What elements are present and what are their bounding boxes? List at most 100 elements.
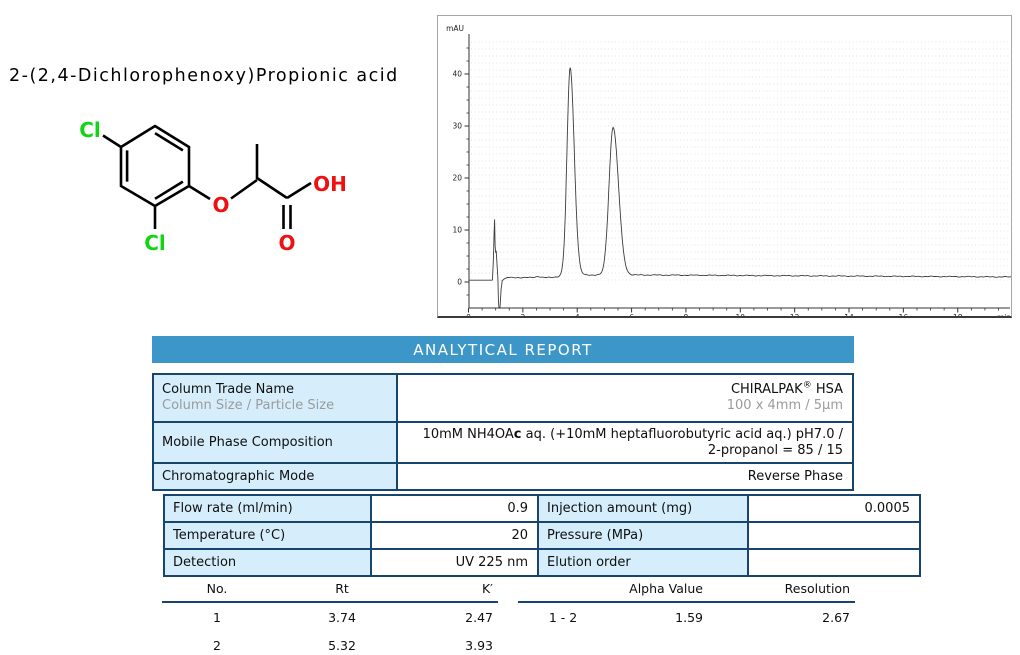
column-size-value: 100 x 4mm / 5µm (726, 398, 843, 413)
table-row: Chromatographic Mode Reverse Phase (152, 462, 854, 491)
carbonyl-oxygen-label: O (278, 231, 295, 255)
analytical-report-header: ANALYTICAL REPORT (152, 336, 854, 363)
table-row: Mobile Phase Composition 10mM NH4OAc aq.… (152, 421, 854, 464)
x-axis-unit-label: min (997, 313, 1011, 316)
mobile-phase-value-cell: 10mM NH4OAc aq. (+10mM heptafluorobutyri… (396, 421, 854, 464)
column-trade-name-label: Column Trade Name (162, 382, 294, 397)
x-tick-label: 4 (575, 313, 580, 316)
temperature-label: Temperature (°C) (163, 521, 372, 550)
table-row: 1 - 2 1.59 2.67 (518, 602, 855, 631)
table-row: Detection UV 225 nm Elution order (163, 548, 921, 577)
x-tick-label: 2 (520, 313, 525, 316)
flow-rate-value: 0.9 (370, 494, 539, 523)
x-tick-label: 0 (466, 313, 471, 316)
chromatogram-trace (468, 67, 1011, 308)
peak2-rt: 5.32 (328, 638, 356, 653)
table-row: 2 5.32 3.93 (162, 631, 498, 655)
x-tick-label: 18 (953, 313, 963, 316)
mobile-phase-value: 10mM NH4OAc aq. (+10mM heptafluorobutyri… (423, 427, 843, 458)
mobile-phase-part1: 10mM NH4OA (422, 426, 514, 442)
detection-value: UV 225 nm (370, 548, 539, 577)
peak-results-table: No. Rt K′ 1 3.74 2.47 2 5.32 3.93 (162, 581, 498, 655)
mobile-phase-part3: aq. (+10mM heptafluorobutyric acid aq.) … (521, 426, 843, 458)
table-header-row: No. Rt K′ (162, 581, 498, 603)
chlorine-label-bottom: Cl (144, 231, 166, 255)
column-trade-name-label-cell: Column Trade Name Column Size / Particle… (152, 373, 398, 423)
pair-label: 1 - 2 (548, 610, 578, 625)
peak2-k: 3.93 (465, 638, 493, 653)
y-tick-label: 0 (457, 278, 462, 287)
chromatogram-plot: 0 10 20 30 40 mAU 0 2 4 6 8 10 12 14 16 18 min (446, 24, 1011, 316)
peak1-k: 2.47 (465, 610, 493, 625)
chromatogram-panel: 0 10 20 30 40 mAU 0 2 4 6 8 10 12 14 16 18 min (437, 15, 1012, 318)
bond-c-to-oh (286, 181, 312, 200)
x-tick-label: 10 (736, 313, 746, 316)
y-axis-unit-label: mAU (446, 24, 464, 33)
ether-oxygen-label: O (212, 193, 229, 217)
mobile-phase-part2: c (513, 426, 522, 442)
chlorine-label-top: Cl (79, 118, 101, 142)
table-row: Temperature (°C) 20 Pressure (MPa) (163, 521, 921, 550)
x-tick-label: 16 (899, 313, 909, 316)
compound-title: 2-(2,4-Dichlorophenoxy)Propionic acid (9, 66, 399, 86)
column-trade-name-value-cell: CHIRALPAK® HSA 100 x 4mm / 5µm (396, 373, 854, 423)
injection-amount-value: 0.0005 (747, 494, 921, 523)
elution-order-label: Elution order (537, 548, 749, 577)
x-tick-label: 12 (790, 313, 800, 316)
molecule-structure: Cl Cl O OH O (79, 118, 347, 255)
alpha-value: 1.59 (675, 610, 703, 625)
registered-mark: ® (802, 380, 812, 391)
y-tick-label: 20 (452, 174, 462, 183)
y-tick-label: 40 (452, 70, 462, 79)
x-tick-label: 6 (629, 313, 634, 316)
peak2-no: 2 (213, 638, 221, 653)
benzene-ring (119, 124, 191, 208)
brand-suffix: HSA (811, 382, 843, 397)
rt-header: Rt (272, 581, 412, 603)
bond-ring-to-o (188, 184, 211, 201)
pressure-label: Pressure (MPa) (537, 521, 749, 550)
chromatographic-mode-label-cell: Chromatographic Mode (152, 462, 398, 491)
chromatographic-mode-label: Chromatographic Mode (162, 468, 315, 484)
separation-results-table: Alpha Value Resolution 1 - 2 1.59 2.67 (518, 581, 855, 631)
hydroxyl-label: OH (313, 172, 347, 196)
bond-ch-to-cooh (256, 176, 288, 200)
resolution-header: Resolution (708, 581, 855, 603)
table-row: Column Trade Name Column Size / Particle… (152, 373, 854, 423)
column-trade-name-value: CHIRALPAK® HSA (406, 380, 843, 398)
x-tick-label: 8 (684, 313, 689, 316)
temperature-value: 20 (370, 521, 539, 550)
resolution-value: 2.67 (822, 610, 850, 625)
bond-cl-top (102, 134, 122, 149)
bond-carbonyl-double (282, 205, 292, 229)
benzene-double-bonds (125, 132, 184, 200)
table-row: Flow rate (ml/min) 0.9 Injection amount … (163, 494, 921, 523)
table-row: 1 3.74 2.47 (162, 602, 498, 631)
conditions-table: Flow rate (ml/min) 0.9 Injection amount … (163, 494, 921, 577)
no-header: No. (162, 581, 272, 603)
elution-order-value (747, 548, 921, 577)
bond-group (102, 124, 312, 229)
brand-name: CHIRALPAK (730, 382, 803, 397)
column-info-table: Column Trade Name Column Size / Particle… (152, 373, 854, 491)
flow-rate-label: Flow rate (ml/min) (163, 494, 372, 523)
peak1-rt: 3.74 (328, 610, 356, 625)
column-size-label: Column Size / Particle Size (162, 398, 335, 413)
table-header-row: Alpha Value Resolution (518, 581, 855, 603)
analytical-report-title: ANALYTICAL REPORT (413, 340, 593, 359)
mobile-phase-label-cell: Mobile Phase Composition (152, 421, 398, 464)
mobile-phase-label: Mobile Phase Composition (162, 434, 333, 450)
peak1-no: 1 (213, 610, 221, 625)
chromatographic-mode-value-cell: Reverse Phase (396, 462, 854, 491)
y-tick-label: 10 (452, 226, 462, 235)
detection-label: Detection (163, 548, 372, 577)
pressure-value (747, 521, 921, 550)
x-tick-label: 14 (844, 313, 854, 316)
injection-amount-label: Injection amount (mg) (537, 494, 749, 523)
alpha-value-header: Alpha Value (608, 581, 708, 603)
k-prime-header: K′ (412, 581, 498, 603)
chromatographic-mode-value: Reverse Phase (747, 468, 843, 484)
y-tick-label: 30 (452, 122, 462, 131)
bond-o-to-ch (230, 178, 258, 200)
